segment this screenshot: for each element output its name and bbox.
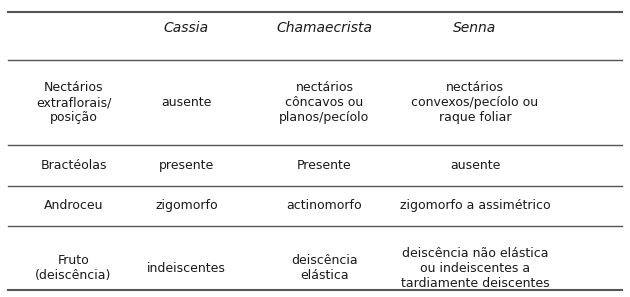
Text: ausente: ausente — [450, 159, 500, 172]
Text: ausente: ausente — [161, 96, 212, 109]
Text: Fruto
(deiscência): Fruto (deiscência) — [35, 254, 112, 282]
Text: Chamaecrista: Chamaecrista — [277, 21, 372, 35]
Text: deiscência não elástica
ou indeiscentes a
tardiamente deiscentes: deiscência não elástica ou indeiscentes … — [401, 247, 549, 290]
Text: deiscência
elástica: deiscência elástica — [291, 254, 358, 282]
Text: Presente: Presente — [297, 159, 352, 172]
Text: zigomorfo a assimétrico: zigomorfo a assimétrico — [399, 199, 550, 212]
Text: Cassia: Cassia — [164, 21, 209, 35]
Text: nectários
convexos/pecíolo ou
raque foliar: nectários convexos/pecíolo ou raque foli… — [411, 81, 539, 124]
Text: nectários
côncavos ou
planos/pecíolo: nectários côncavos ou planos/pecíolo — [279, 81, 370, 124]
Text: presente: presente — [159, 159, 214, 172]
Text: indeiscentes: indeiscentes — [147, 262, 226, 275]
Text: Bractéolas: Bractéolas — [40, 159, 106, 172]
Text: actinomorfo: actinomorfo — [287, 199, 362, 212]
Text: zigomorfo: zigomorfo — [155, 199, 218, 212]
Text: Nectários
extraflorais/
posição: Nectários extraflorais/ posição — [36, 81, 112, 124]
Text: Senna: Senna — [454, 21, 496, 35]
Text: Androceu: Androceu — [43, 199, 103, 212]
